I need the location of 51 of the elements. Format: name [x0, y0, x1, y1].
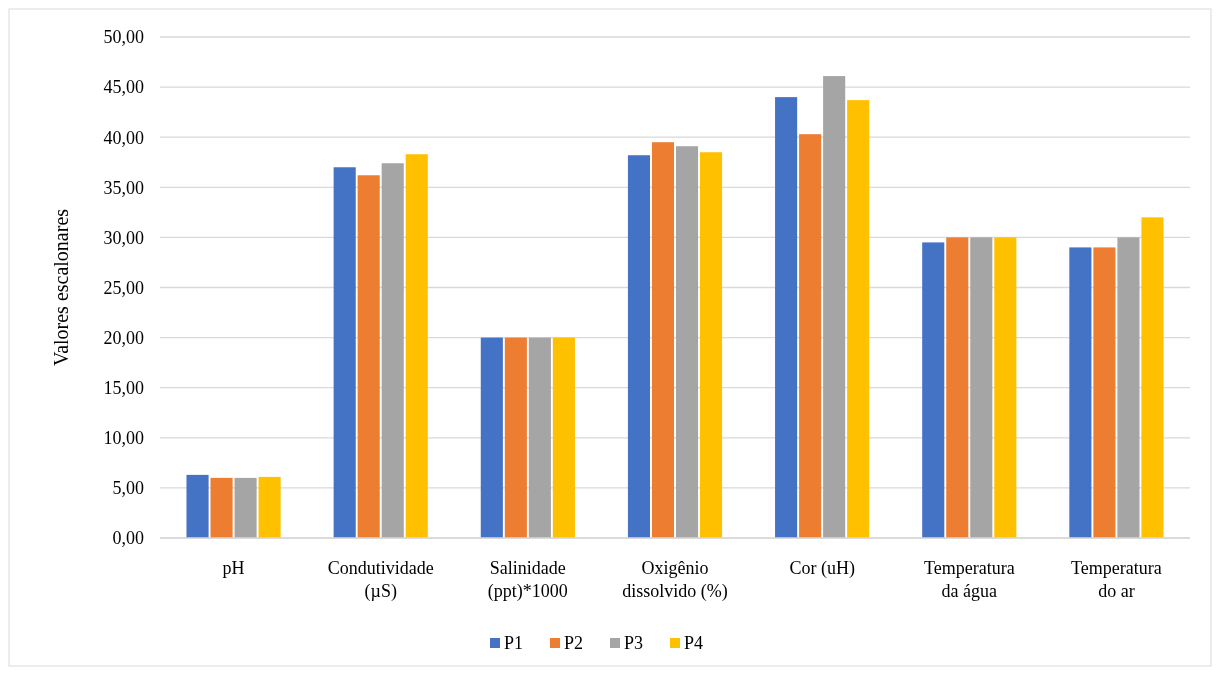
y-tick-label: 5,00 [112, 478, 144, 499]
bar [210, 477, 233, 538]
x-tick-label: Cor (uH) [789, 558, 855, 579]
bar [405, 154, 428, 538]
bar [847, 100, 870, 538]
bar [1093, 247, 1116, 538]
bar [775, 97, 798, 538]
bar [823, 76, 846, 538]
bar [357, 175, 380, 538]
bar [946, 237, 969, 538]
legend-label: P2 [564, 633, 584, 654]
legend-label: P1 [504, 633, 524, 654]
x-tick-label: Temperatura do ar [1071, 558, 1162, 601]
bar [994, 237, 1017, 538]
x-tick-label: Salinidade (ppt)*1000 [487, 558, 568, 602]
bar [480, 337, 503, 538]
x-tick-label: Condutividade (µS) [327, 558, 434, 602]
y-tick-label: 45,00 [103, 77, 144, 98]
y-tick-label: 20,00 [103, 327, 144, 348]
bar [504, 337, 527, 538]
bar [333, 167, 356, 538]
bar [1069, 247, 1092, 538]
y-tick-label: 50,00 [103, 27, 144, 48]
y-tick-label: 15,00 [103, 378, 144, 398]
bar [699, 152, 723, 538]
bar [970, 237, 993, 538]
y-axis-title: Valores escalonares [50, 208, 72, 367]
bar [1117, 237, 1140, 538]
bar [552, 337, 575, 538]
bar [651, 142, 675, 538]
y-tick-label: 35,00 [103, 177, 144, 198]
y-tick-label: 30,00 [103, 227, 144, 248]
legend-label: P3 [624, 633, 644, 654]
y-tick-label: 0,00 [112, 528, 144, 549]
y-tick-label: 40,00 [103, 127, 144, 148]
bar [186, 474, 209, 538]
bar [627, 155, 651, 538]
bar [258, 476, 281, 538]
bar [922, 242, 945, 538]
legend-label: P4 [684, 633, 704, 654]
bar [675, 146, 699, 538]
x-tick-label: pH [222, 558, 245, 578]
bar [381, 163, 404, 538]
x-tick-label: Temperatura da água [923, 558, 1015, 601]
bar [799, 134, 822, 538]
bar [1141, 217, 1164, 538]
y-tick-label: 25,00 [103, 277, 144, 298]
x-tick-label: Oxigênio dissolvido (%) [622, 558, 728, 602]
bar [234, 477, 257, 538]
bar [528, 337, 551, 538]
y-tick-label: 10,00 [103, 428, 144, 449]
